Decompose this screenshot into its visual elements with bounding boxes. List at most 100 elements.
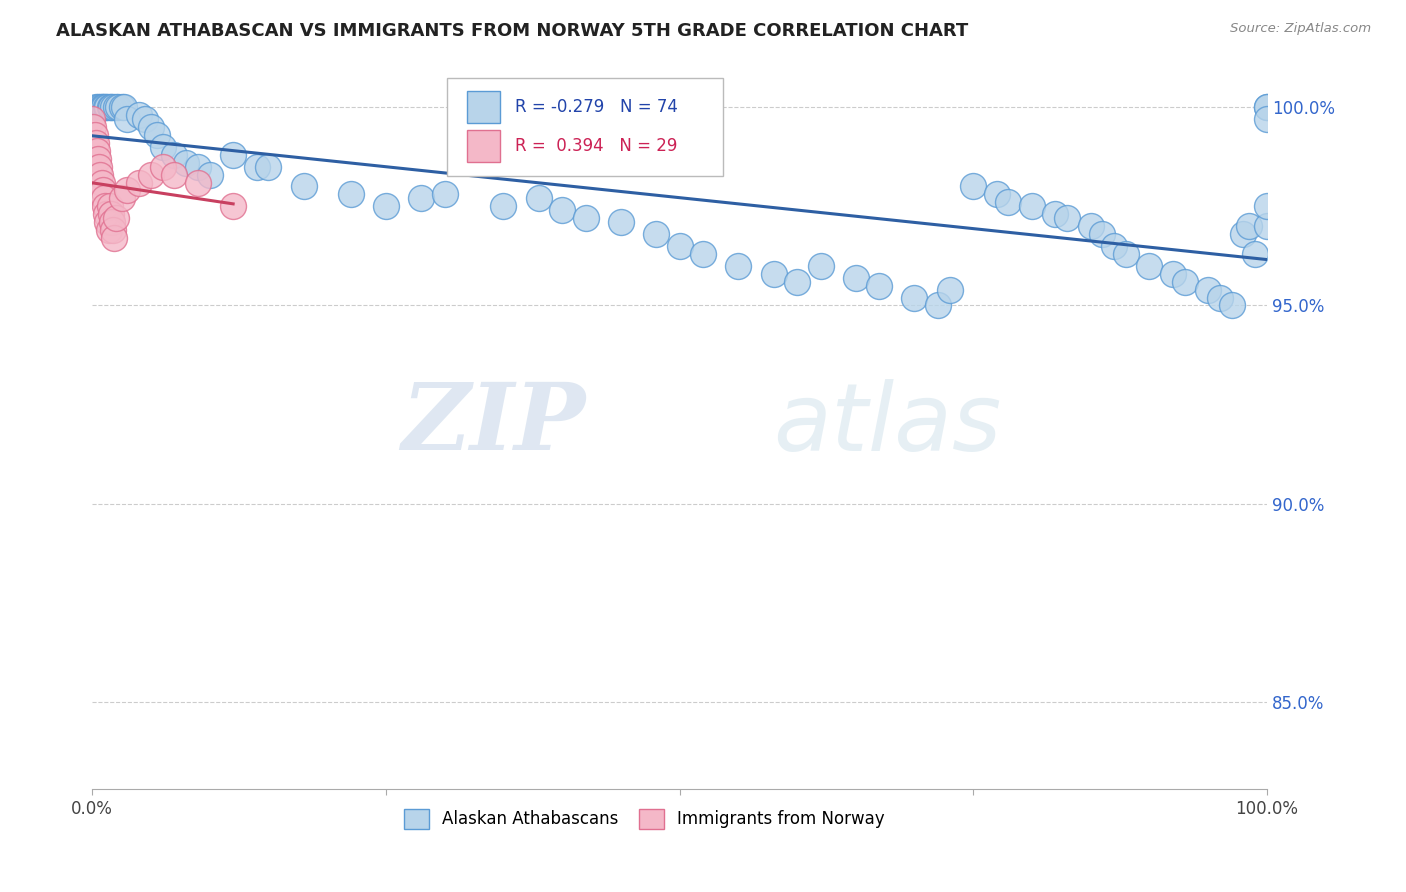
Point: [1232, 227, 1254, 241]
Point: [93, 191, 115, 205]
Point: [938, 283, 960, 297]
Point: [527, 191, 550, 205]
Point: [1056, 211, 1078, 226]
Point: [98, 100, 121, 114]
Point: [152, 160, 174, 174]
Point: [98, 199, 121, 213]
Point: [492, 199, 515, 213]
Point: [163, 148, 186, 162]
Point: [1102, 239, 1125, 253]
Point: [868, 278, 890, 293]
Point: [87, 100, 110, 114]
FancyBboxPatch shape: [467, 91, 499, 123]
Point: [574, 211, 596, 226]
Point: [222, 199, 245, 213]
Point: [128, 176, 150, 190]
Text: Source: ZipAtlas.com: Source: ZipAtlas.com: [1230, 22, 1371, 36]
Point: [112, 100, 135, 114]
Point: [1161, 267, 1184, 281]
Point: [146, 128, 169, 142]
Point: [903, 291, 925, 305]
Point: [246, 160, 269, 174]
Point: [96, 100, 118, 114]
Point: [257, 160, 280, 174]
Point: [103, 100, 125, 114]
Text: R =  0.394   N = 29: R = 0.394 N = 29: [515, 136, 678, 154]
Point: [134, 112, 156, 126]
Point: [927, 298, 949, 312]
Point: [1091, 227, 1114, 241]
Point: [86, 144, 108, 158]
Point: [1174, 275, 1197, 289]
Point: [87, 152, 110, 166]
Point: [103, 231, 125, 245]
Text: atlas: atlas: [773, 379, 1001, 470]
Point: [96, 207, 118, 221]
Point: [101, 215, 124, 229]
Legend: Alaskan Athabascans, Immigrants from Norway: Alaskan Athabascans, Immigrants from Nor…: [398, 802, 891, 836]
Point: [222, 148, 245, 162]
FancyBboxPatch shape: [467, 129, 499, 161]
Point: [104, 100, 127, 114]
Point: [90, 100, 112, 114]
Point: [139, 120, 162, 134]
Point: [117, 112, 139, 126]
Point: [997, 195, 1019, 210]
Point: [84, 136, 107, 150]
Point: [89, 168, 111, 182]
Point: [100, 207, 122, 221]
Point: [727, 259, 749, 273]
Point: [103, 223, 125, 237]
Point: [810, 259, 832, 273]
Point: [845, 270, 868, 285]
Text: R = -0.279   N = 74: R = -0.279 N = 74: [515, 98, 678, 116]
Point: [96, 215, 118, 229]
Point: [104, 211, 127, 226]
Point: [1256, 112, 1278, 126]
Point: [1080, 219, 1102, 234]
Text: ZIP: ZIP: [401, 379, 585, 469]
Point: [1256, 199, 1278, 213]
Text: ALASKAN ATHABASCAN VS IMMIGRANTS FROM NORWAY 5TH GRADE CORRELATION CHART: ALASKAN ATHABASCAN VS IMMIGRANTS FROM NO…: [56, 22, 969, 40]
Point: [91, 100, 114, 114]
Point: [339, 187, 361, 202]
Point: [1220, 298, 1243, 312]
Point: [89, 100, 111, 114]
Point: [110, 191, 132, 205]
Point: [786, 275, 808, 289]
Point: [163, 168, 186, 182]
Point: [89, 160, 111, 174]
Point: [110, 100, 132, 114]
FancyBboxPatch shape: [447, 78, 723, 177]
Point: [1139, 259, 1161, 273]
Point: [128, 108, 150, 122]
Point: [94, 199, 117, 213]
Point: [198, 168, 221, 182]
Point: [668, 239, 690, 253]
Point: [97, 223, 120, 237]
Point: [610, 215, 633, 229]
Point: [762, 267, 785, 281]
Point: [107, 100, 129, 114]
Point: [96, 100, 118, 114]
Point: [90, 176, 112, 190]
Point: [84, 100, 107, 114]
Point: [93, 100, 115, 114]
Point: [1209, 291, 1232, 305]
Point: [1244, 247, 1267, 261]
Point: [100, 100, 122, 114]
Point: [551, 203, 574, 218]
Point: [1021, 199, 1043, 213]
Point: [1045, 207, 1067, 221]
Point: [187, 176, 209, 190]
Point: [433, 187, 456, 202]
Point: [411, 191, 433, 205]
Point: [1239, 219, 1261, 234]
Point: [187, 160, 209, 174]
Point: [82, 112, 104, 126]
Point: [1256, 219, 1278, 234]
Point: [1115, 247, 1137, 261]
Point: [1197, 283, 1219, 297]
Point: [152, 140, 174, 154]
Point: [174, 155, 197, 169]
